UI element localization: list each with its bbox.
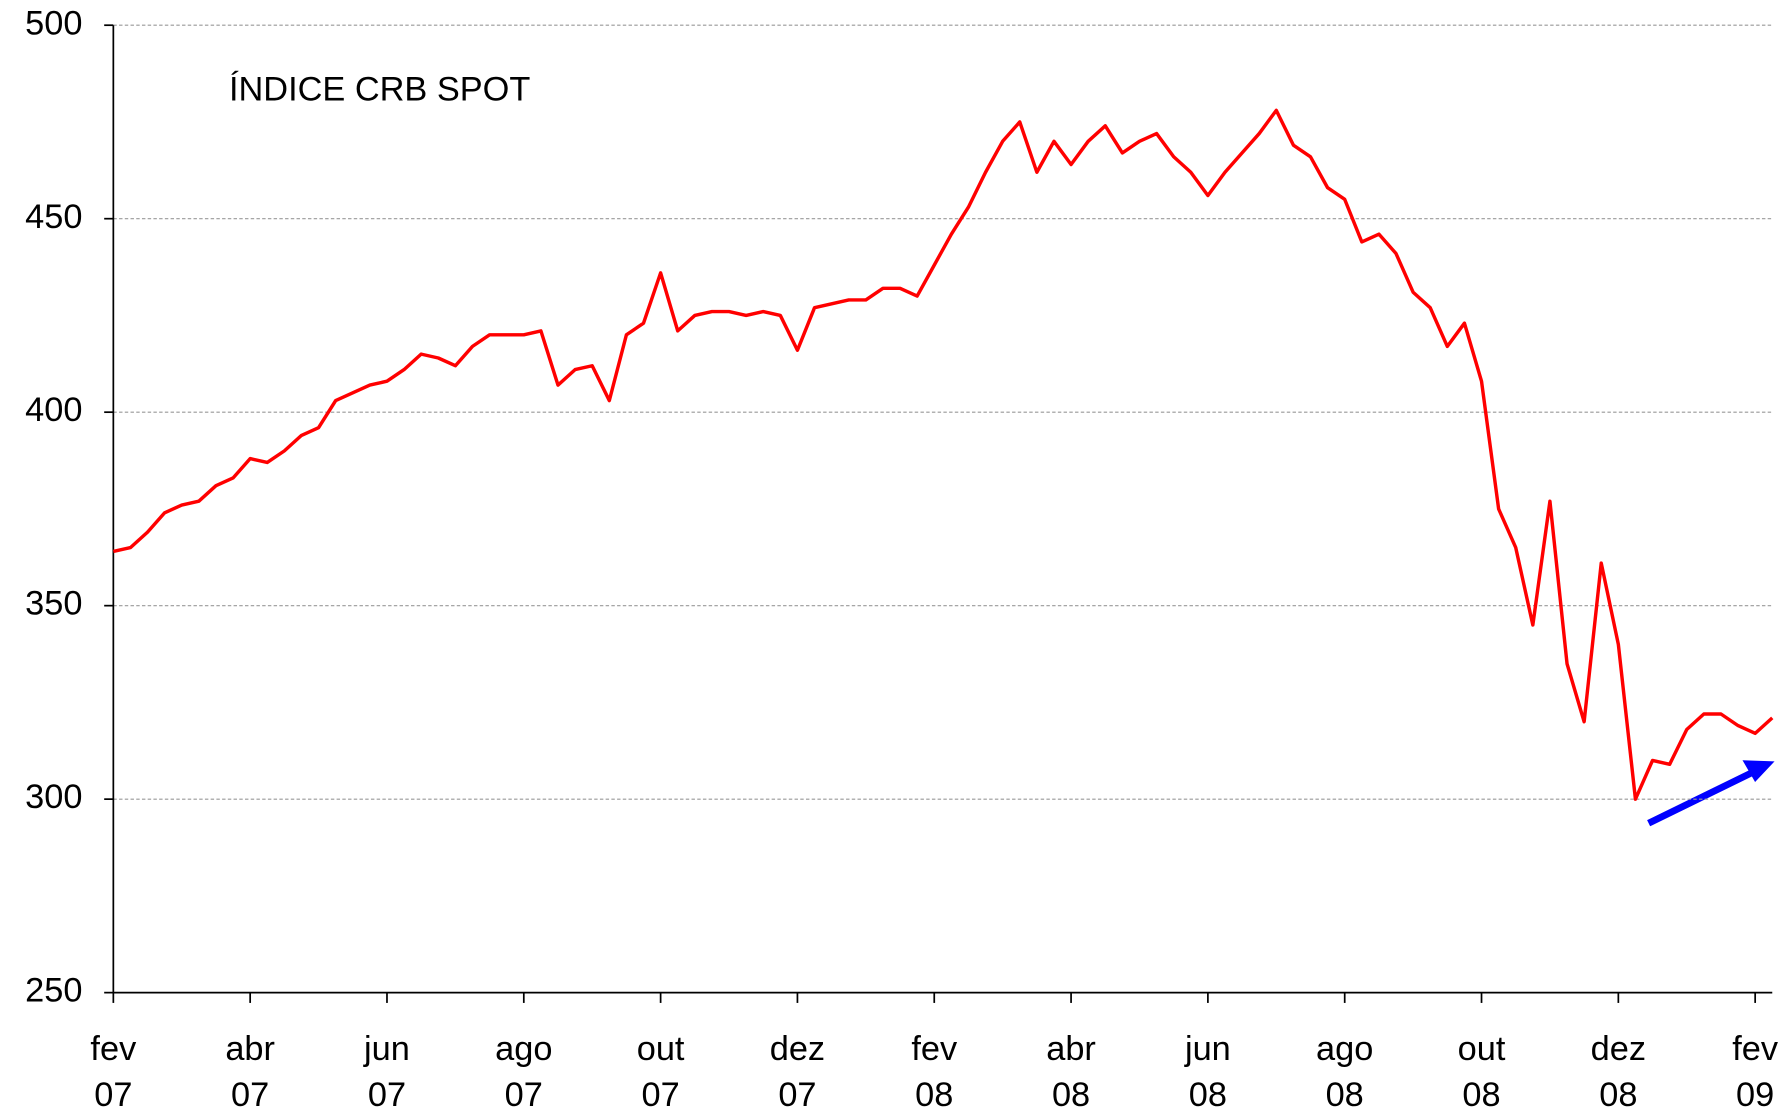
x-tick-label-box: abr 08 <box>1046 1030 1096 1114</box>
x-tick-label-box: out 08 <box>1457 1030 1506 1114</box>
x-tick-label: fev 07 <box>90 1030 137 1114</box>
x-tick-label: fev 08 <box>911 1030 958 1114</box>
x-tick-label: dez 07 <box>769 1030 826 1114</box>
y-tick-label: 300 <box>25 778 82 816</box>
x-tick-label: fev 09 <box>1732 1030 1779 1114</box>
x-tick-label-box: dez 07 <box>769 1030 826 1114</box>
x-tick-label-box: abr 07 <box>225 1030 275 1114</box>
chart-title: ÍNDICE CRB SPOT <box>229 70 530 109</box>
arrow-head <box>1742 760 1775 782</box>
x-tick-label: ago 08 <box>1316 1030 1374 1114</box>
x-tick-label: dez 08 <box>1590 1030 1647 1114</box>
data-line <box>112 108 1774 801</box>
y-tick-label: 350 <box>25 585 82 623</box>
x-tick-label-box: dez 08 <box>1590 1030 1647 1114</box>
y-tick-label: 500 <box>25 4 82 42</box>
x-tick-label: jun 08 <box>1184 1030 1231 1114</box>
x-tick-label: ago 07 <box>495 1030 553 1114</box>
x-tick-label-box: ago 08 <box>1316 1030 1374 1114</box>
x-tick-label: out 08 <box>1457 1030 1506 1114</box>
x-tick-label-box: out 07 <box>636 1030 685 1114</box>
x-tick-label-box: jun 07 <box>364 1030 410 1114</box>
x-tick-label-box: fev 07 <box>90 1030 137 1114</box>
x-tick-label-box: jun 08 <box>1184 1030 1231 1114</box>
x-tick-label: jun 07 <box>364 1030 410 1114</box>
x-tick-label: out 07 <box>636 1030 685 1114</box>
arrow-shaft <box>1647 769 1754 827</box>
y-tick-label: 400 <box>25 391 82 429</box>
x-tick-label-box: fev 09 <box>1732 1030 1779 1114</box>
x-tick-label-box: fev 08 <box>911 1030 958 1114</box>
x-tick-label: abr 07 <box>225 1030 275 1114</box>
y-tick-label: 450 <box>25 198 82 236</box>
y-tick-label: 250 <box>25 972 82 1010</box>
x-tick-label-box: ago 07 <box>495 1030 553 1114</box>
x-tick-label: abr 08 <box>1046 1030 1096 1114</box>
